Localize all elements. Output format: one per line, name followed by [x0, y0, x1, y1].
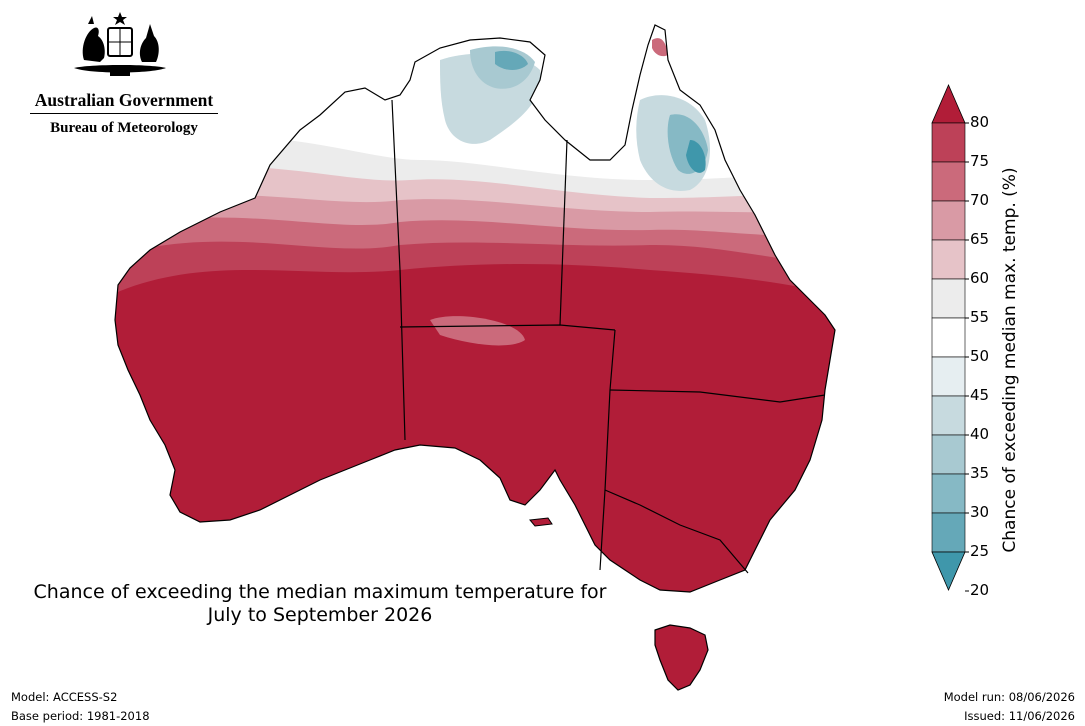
colorbar-bin: [931, 200, 966, 241]
map-title-line1: Chance of exceeding the median maximum t…: [33, 581, 607, 603]
colorbar-tick-label: 45: [970, 386, 990, 404]
colorbar-label: Chance of exceeding median max. temp. (%…: [1000, 167, 1020, 553]
colorbar-tick-label: 80: [970, 113, 990, 131]
colorbar-tick-label: 50: [970, 347, 990, 365]
colorbar-bin: [931, 317, 966, 358]
colorbar-bin: [931, 122, 966, 163]
colorbar-extend-high: [931, 83, 966, 124]
colorbar-bin: [931, 356, 966, 397]
colorbar-tick-label: 75: [970, 152, 990, 170]
map-title: Chance of exceeding the median maximum t…: [0, 581, 640, 627]
agency-name: Bureau of Meteorology: [50, 120, 198, 136]
colorbar-tick-label: 65: [970, 230, 990, 248]
model-run: Model run: 08/06/2026: [943, 690, 1075, 704]
colorbar-bin: [931, 434, 966, 475]
commonwealth-coat-of-arms-icon: [74, 12, 166, 76]
colorbar-tick-label: 55: [970, 308, 990, 326]
colorbar-extend-low: [931, 551, 966, 592]
colorbar-bin: [931, 473, 966, 514]
colorbar-tick-label: 70: [970, 191, 990, 209]
state-borders: [391, 99, 826, 574]
map-title-line2: July to September 2026: [207, 604, 433, 626]
base-period: Base period: 1981-2018: [11, 709, 150, 723]
colorbar-bin: [931, 278, 966, 319]
model-name: Model: ACCESS-S2: [11, 690, 118, 704]
colorbar-tick-label: 20: [970, 581, 990, 599]
colorbar-tick-label: 60: [970, 269, 990, 287]
tasmania: [654, 624, 709, 691]
colorbar-bin: [931, 512, 966, 553]
colorbar-tick-label: 25: [970, 542, 990, 560]
colorbar-tick-label: 40: [970, 425, 990, 443]
colorbar-tick-label: 30: [970, 503, 990, 521]
bom-logo: Australian Government Bureau of Meteorol…: [24, 10, 219, 140]
colorbar-bin: [931, 395, 966, 436]
government-name: Australian Government: [34, 90, 214, 110]
colorbar-bin: [931, 239, 966, 280]
colorbar-tick-label: 35: [970, 464, 990, 482]
logo-divider: [30, 113, 218, 114]
colorbar-bin: [931, 161, 966, 202]
issued-date: Issued: 11/06/2026: [964, 709, 1075, 723]
